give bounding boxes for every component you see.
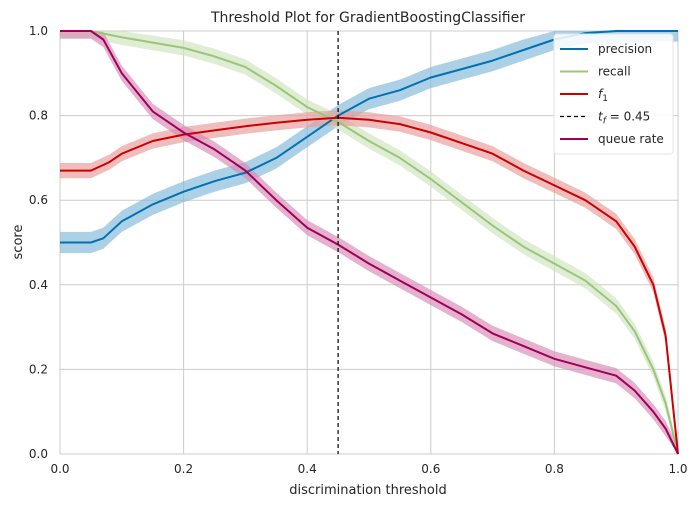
x-tick-label: 0.4 [298, 462, 317, 476]
legend-box [553, 33, 674, 155]
legend-label-main: recall [598, 65, 631, 79]
legend-label-main: queue rate [598, 132, 664, 146]
x-tick-label: 0.2 [174, 462, 193, 476]
y-tick-label: 0.8 [29, 109, 48, 123]
legend-label-f1: f1 [598, 87, 608, 104]
y-tick-label: 0.0 [29, 447, 48, 461]
tick-labels: 0.0 0.2 0.4 0.6 0.8 1.0 0.0 0.2 0.4 0.6 0.8 1.0 [29, 24, 688, 476]
band-precision [60, 31, 678, 254]
legend-label-recall: recall [598, 65, 631, 79]
legend-label-threshold: tf = 0.45 [598, 110, 650, 127]
x-tick-label: 0.8 [545, 462, 564, 476]
x-tick-label: 1.0 [668, 462, 687, 476]
legend-label-main: f [598, 87, 604, 101]
line-f1 [60, 116, 679, 455]
line-queue-rate [60, 30, 679, 455]
legend-label-suffix: = 0.45 [606, 110, 650, 124]
band-queue-rate [60, 31, 678, 454]
confidence-bands [60, 31, 678, 454]
y-tick-label: 0.2 [29, 362, 48, 376]
legend-label-main: t [598, 110, 604, 124]
x-tick-label: 0.6 [421, 462, 440, 476]
x-axis-label: discrimination threshold [289, 483, 446, 498]
chart-title: Threshold Plot for GradientBoostingClass… [210, 10, 525, 26]
legend-label-queue-rate: queue rate [598, 132, 664, 146]
legend-label-sub: f [603, 117, 608, 127]
x-tick-label: 0.0 [50, 462, 69, 476]
y-tick-label: 0.6 [29, 193, 48, 207]
legend-label-precision: precision [598, 42, 652, 56]
y-tick-label: 0.4 [29, 278, 48, 292]
legend-label-main: precision [598, 42, 652, 56]
legend-label-sub: 1 [602, 94, 608, 104]
y-axis-label: score [11, 225, 26, 260]
y-tick-label: 1.0 [29, 24, 48, 38]
line-recall [60, 30, 679, 455]
